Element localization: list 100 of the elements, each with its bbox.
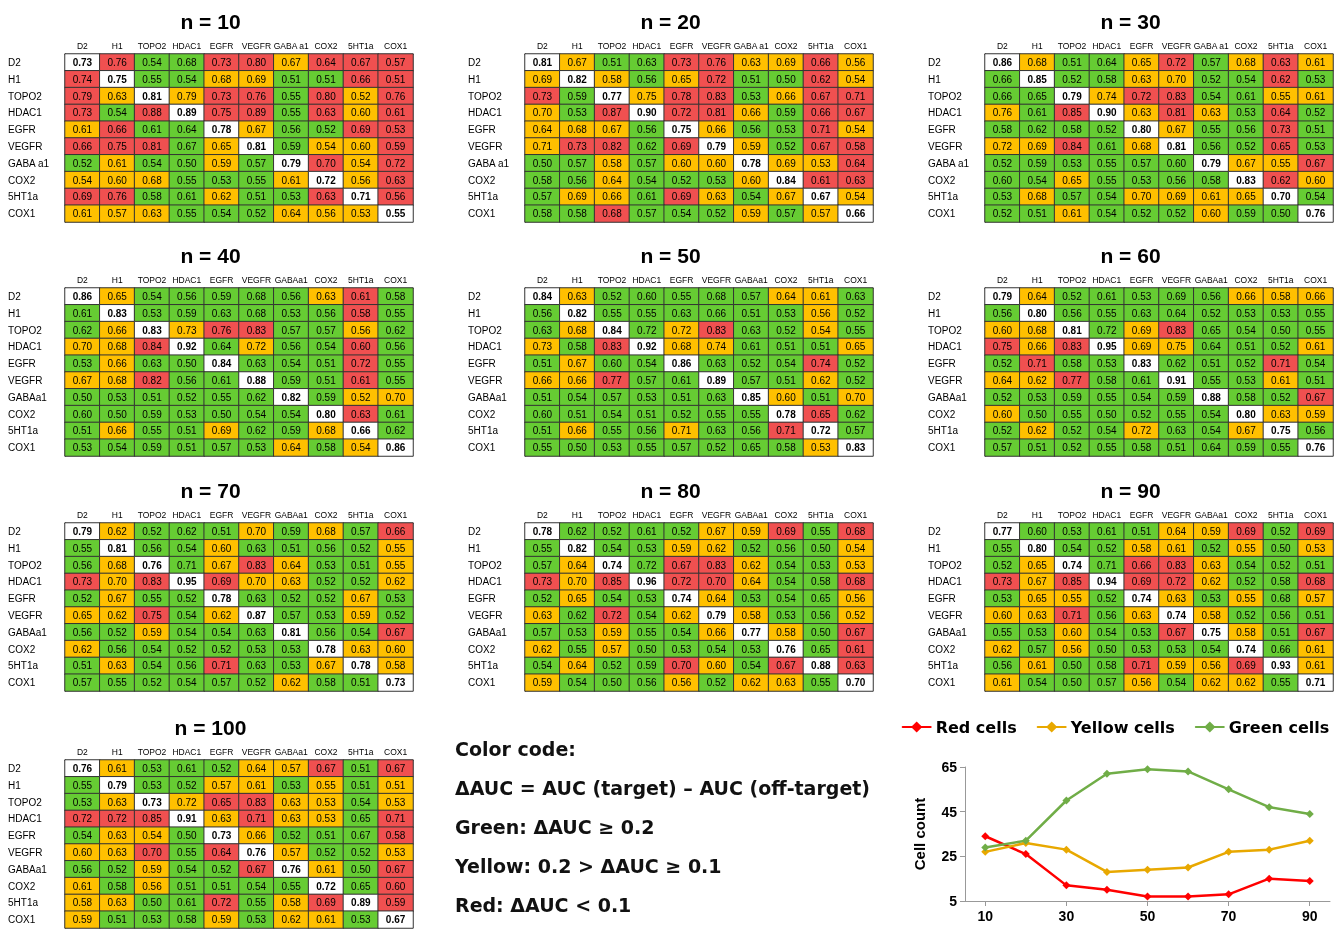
data-label: 0.57 <box>107 208 128 220</box>
data-label: 0.60 <box>1027 525 1048 537</box>
data-label: 0.63 <box>671 307 692 319</box>
data-label: 0.51 <box>567 408 588 420</box>
data-label: 0.67 <box>1305 157 1326 169</box>
data-label: 0.67 <box>811 90 831 102</box>
data-label: 0.67 <box>567 358 588 370</box>
data-label: 0.54 <box>281 408 302 420</box>
data-label: 0.53 <box>281 643 302 655</box>
data-label: 0.73 <box>567 140 588 152</box>
data-label: 0.72 <box>706 73 727 85</box>
data-label: 0.61 <box>1305 56 1326 68</box>
data-label: 0.55 <box>992 542 1013 554</box>
data-label: 0.59 <box>671 542 692 554</box>
y-tick-label: H1 <box>8 542 22 554</box>
data-label: 0.67 <box>316 762 337 774</box>
data-label: 0.69 <box>567 191 588 203</box>
data-label: 0.61 <box>1236 90 1257 102</box>
data-label: 0.51 <box>811 391 831 403</box>
data-label: 0.50 <box>811 542 831 554</box>
x-tick-label: GABAa1 <box>274 274 309 285</box>
data-label: 0.83 <box>1166 324 1187 336</box>
data-label: 0.66 <box>811 107 831 119</box>
data-label: 0.58 <box>1236 391 1257 403</box>
data-label: 0.57 <box>845 425 866 437</box>
y-tick-label: VEGFR <box>928 609 963 621</box>
data-label: 0.66 <box>107 324 128 336</box>
data-label: 0.55 <box>385 307 406 319</box>
data-label: 0.61 <box>811 174 831 186</box>
data-label: 0.68 <box>246 307 267 319</box>
data-label: 0.67 <box>776 660 797 672</box>
data-label: 0.54 <box>1166 677 1187 689</box>
x-tick-label: VEGFR <box>701 509 732 520</box>
data-label: 0.59 <box>281 425 302 437</box>
data-label: 0.50 <box>1062 677 1083 689</box>
x-tick-label: 5HT1a <box>348 274 374 285</box>
data-label: 0.52 <box>316 576 337 588</box>
data-label: 0.52 <box>1271 341 1291 353</box>
data-label: 0.61 <box>177 191 197 203</box>
data-label: 0.63 <box>246 542 267 554</box>
data-label: 0.52 <box>1062 73 1083 85</box>
data-label: 0.70 <box>107 576 128 588</box>
data-label: 0.55 <box>1062 593 1083 605</box>
data-label: 0.63 <box>1131 307 1152 319</box>
data-label: 0.50 <box>602 677 623 689</box>
y-tick-label: VEGFR <box>468 609 503 621</box>
data-label: 0.62 <box>281 677 302 689</box>
y-tick-label: TOPO2 <box>468 324 503 336</box>
x-tick-label: 70 <box>1220 908 1237 924</box>
data-label: 0.86 <box>72 290 93 302</box>
data-label: 0.59 <box>741 525 762 537</box>
data-label: 0.67 <box>385 914 406 926</box>
data-label: 0.62 <box>532 643 553 655</box>
point <box>1143 765 1152 774</box>
data-label: 0.78 <box>776 408 797 420</box>
data-label: 0.63 <box>706 425 727 437</box>
data-label: 0.73 <box>142 796 163 808</box>
data-label: 0.53 <box>1305 542 1326 554</box>
data-label: 0.68 <box>107 341 128 353</box>
data-label: 0.54 <box>602 593 623 605</box>
data-label: 0.61 <box>385 408 406 420</box>
data-label: 0.69 <box>1236 660 1257 672</box>
data-label: 0.66 <box>992 73 1013 85</box>
data-label: 0.58 <box>1201 609 1222 621</box>
data-label: 0.53 <box>385 124 406 136</box>
x-tick-label: COX1 <box>844 40 868 51</box>
data-label: 0.80 <box>1236 408 1257 420</box>
y-tick-label: COX1 <box>928 677 956 689</box>
data-label: 0.61 <box>177 762 197 774</box>
data-label: 0.66 <box>741 107 762 119</box>
data-label: 0.54 <box>845 124 866 136</box>
data-label: 0.73 <box>177 324 197 336</box>
data-label: 0.61 <box>72 124 93 136</box>
data-label: 0.71 <box>776 425 797 437</box>
data-label: 0.54 <box>1201 643 1222 655</box>
data-label: 0.67 <box>211 559 232 571</box>
point <box>981 843 990 852</box>
data-label: 0.53 <box>1236 107 1257 119</box>
data-label: 0.51 <box>1027 442 1048 454</box>
data-label: 0.56 <box>637 677 657 689</box>
data-label: 0.52 <box>72 157 93 169</box>
data-label: 0.50 <box>1062 660 1083 672</box>
x-tick-label: COX1 <box>1304 509 1328 520</box>
x-tick-label: 5HT1a <box>808 40 834 51</box>
data-label: 0.56 <box>992 307 1013 319</box>
data-label: 0.61 <box>1201 191 1222 203</box>
data-label: 0.70 <box>246 525 267 537</box>
data-label: 0.74 <box>1097 90 1117 102</box>
data-label: 0.76 <box>281 863 302 875</box>
data-label: 0.59 <box>211 157 232 169</box>
data-label: 0.73 <box>385 677 406 689</box>
data-label: 0.69 <box>671 140 692 152</box>
data-label: 0.53 <box>246 914 267 926</box>
data-label: 0.51 <box>1305 609 1326 621</box>
x-tick-label: 5HT1a <box>348 509 374 520</box>
data-label: 0.53 <box>72 442 93 454</box>
data-label: 0.58 <box>776 442 797 454</box>
data-label: 0.58 <box>316 442 337 454</box>
data-label: 0.57 <box>992 442 1013 454</box>
data-label: 0.63 <box>107 846 128 858</box>
